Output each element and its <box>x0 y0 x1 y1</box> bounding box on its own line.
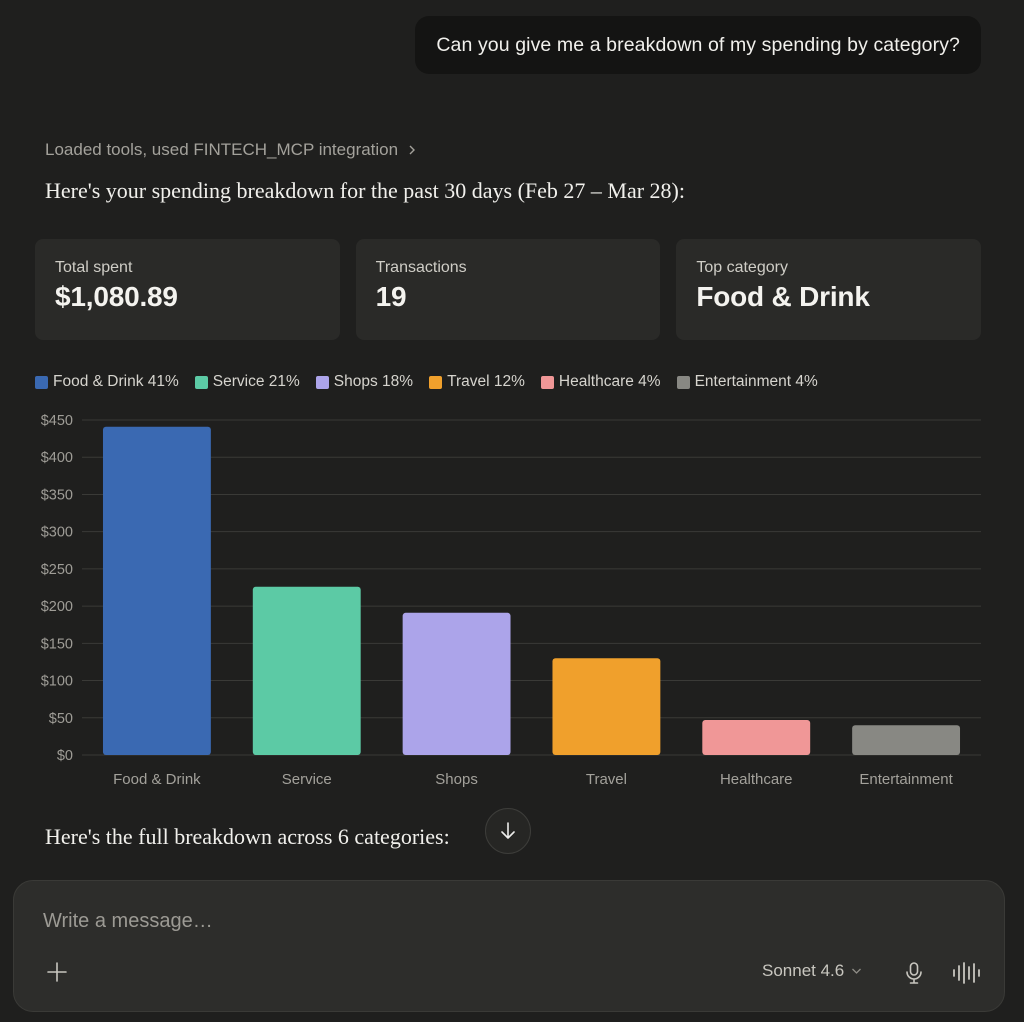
model-selector[interactable]: Sonnet 4.6 <box>762 961 862 981</box>
bar-entertainment[interactable] <box>852 725 961 755</box>
card-value: $1,080.89 <box>55 281 178 312</box>
legend-label: Entertainment 4% <box>694 373 818 390</box>
assistant-intro-text: Here's your spending breakdown for the p… <box>45 178 685 203</box>
legend-item-shops: Shops 18% <box>315 373 414 391</box>
user-message-text: Can you give me a breakdown of my spendi… <box>436 33 960 56</box>
x-tick-label: Entertainment <box>859 771 953 788</box>
y-tick-label: $100 <box>41 674 73 690</box>
chevron-right-icon <box>409 145 416 155</box>
y-tick-label: $50 <box>49 711 73 727</box>
message-input[interactable] <box>41 909 745 934</box>
y-tick-label: $250 <box>41 562 73 578</box>
y-tick-label: $200 <box>41 599 73 615</box>
legend-item-travel: Travel 12% <box>429 373 525 391</box>
x-tick-label: Shops <box>435 771 478 788</box>
bar-service[interactable] <box>252 586 361 755</box>
card-value: 19 <box>375 281 407 312</box>
plus-icon[interactable] <box>46 961 68 983</box>
legend-item-service: Service 21% <box>194 373 300 391</box>
legend-label: Travel 12% <box>447 373 525 390</box>
y-tick-label: $150 <box>41 636 73 652</box>
y-tick-label: $350 <box>41 487 73 503</box>
legend-swatch <box>315 375 329 389</box>
waveform-icon[interactable] <box>951 961 981 985</box>
summary-card-top-category: Top category Food & Drink <box>676 239 982 340</box>
legend-swatch <box>35 375 48 389</box>
card-label: Transactions <box>375 259 467 276</box>
spending-bar-chart: $0 $50 $100 $150 $200 $250 $300 $350 $400 $450 Fo… <box>41 413 981 788</box>
arrow-down-icon <box>501 822 515 839</box>
legend-label: Food & Drink 41% <box>53 373 179 390</box>
summary-card-total-spent: Total spent $1,080.89 <box>35 239 340 340</box>
y-tick-label: $0 <box>57 748 73 764</box>
bar-travel[interactable] <box>552 658 661 755</box>
legend-swatch <box>429 375 443 389</box>
x-tick-label: Food & Drink <box>113 771 201 788</box>
legend-swatch <box>540 375 554 389</box>
legend-swatch <box>194 375 208 389</box>
bar-shops[interactable] <box>402 612 511 755</box>
model-name: Sonnet 4.6 <box>762 961 845 980</box>
legend-item-healthcare: Healthcare 4% <box>540 373 661 391</box>
microphone-icon[interactable] <box>903 961 925 985</box>
y-tick-label: $400 <box>41 450 73 466</box>
chart-legend: Food & Drink 41% Service 21% Shops 18% T… <box>35 373 818 391</box>
x-tick-label: Healthcare <box>720 771 793 788</box>
chevron-down-icon <box>852 968 862 974</box>
legend-label: Shops 18% <box>333 373 414 390</box>
legend-item-food-drink: Food & Drink 41% <box>35 373 179 391</box>
summary-card-transactions: Transactions 19 <box>355 239 661 340</box>
x-tick-label: Travel <box>586 771 627 788</box>
legend-item-entertainment: Entertainment 4% <box>676 373 818 391</box>
scroll-to-bottom-button[interactable] <box>485 808 531 854</box>
card-label: Total spent <box>55 259 133 276</box>
assistant-breakdown-text: Here's the full breakdown across 6 categ… <box>45 824 450 849</box>
bar-food-drink[interactable] <box>102 426 211 755</box>
bar-healthcare[interactable] <box>702 720 811 755</box>
x-tick-label: Service <box>282 771 332 788</box>
message-composer: Sonnet 4.6 <box>13 880 1005 1012</box>
legend-swatch <box>676 375 690 389</box>
tools-disclosure-label: Loaded tools, used FINTECH_MCP integrati… <box>45 140 399 159</box>
legend-label: Service 21% <box>212 373 300 390</box>
card-value: Food & Drink <box>696 281 870 312</box>
y-tick-label: $450 <box>41 413 73 429</box>
card-label: Top category <box>696 259 788 276</box>
legend-label: Healthcare 4% <box>558 373 661 390</box>
user-message-bubble: Can you give me a breakdown of my spendi… <box>415 16 981 74</box>
summary-cards: Total spent $1,080.89 Transactions 19 To… <box>35 239 982 340</box>
tools-disclosure[interactable]: Loaded tools, used FINTECH_MCP integrati… <box>45 140 418 160</box>
y-tick-label: $300 <box>41 525 73 541</box>
